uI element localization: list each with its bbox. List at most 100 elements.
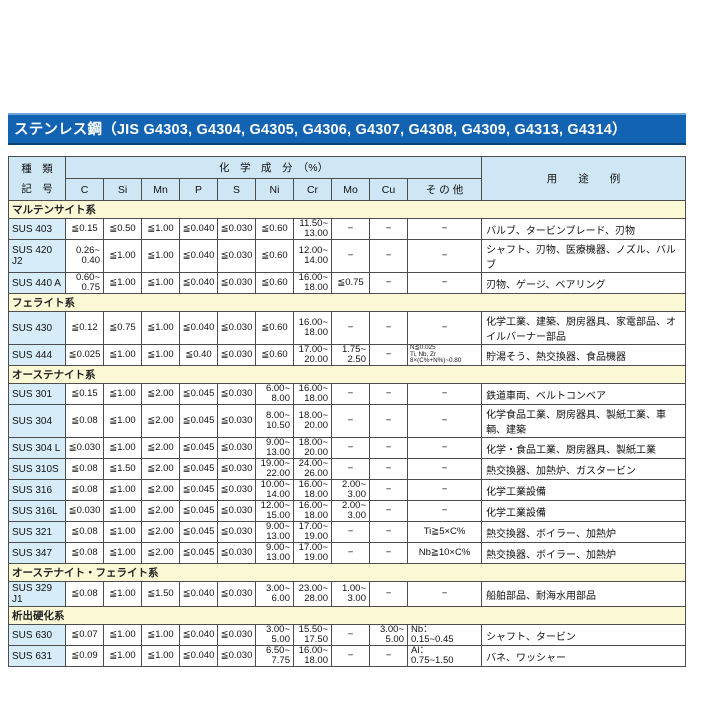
composition-cell: ≦0.12 [65,311,104,345]
composition-cell: Al： 0.75~1.50 [406,645,483,667]
composition-cell: ≦0.030 [217,311,256,345]
composition-cell: ≦0.08 [65,404,104,438]
composition-cell: − [369,521,408,543]
composition-cell: ≦0.030 [65,437,104,459]
section-title: オーステナイト・フェライト系 [8,563,686,582]
composition-cell: ≦1.00 [103,344,142,366]
usage-cell: バルブ、タービンブレード、刃物 [481,218,686,240]
composition-cell: ≦1.00 [103,479,142,501]
composition-cell: ≦1.00 [103,383,142,405]
composition-cell: ≦0.08 [65,458,104,480]
composition-cell: − [406,479,483,501]
composition-cell: Ti≧5×C% [406,521,483,543]
composition-cell: ≦0.60 [255,218,294,240]
composition-cell: 9.00~ 13.00 [255,542,294,564]
composition-cell: ≦0.045 [179,479,218,501]
composition-cell: ≦0.045 [179,542,218,564]
composition-cell: ≦1.00 [103,581,142,607]
col-header-grade: 種 類 記 号 [8,156,66,201]
composition-cell: ≦0.030 [217,645,256,667]
composition-cell: ≦0.030 [65,500,104,522]
composition-cell: − [406,239,483,273]
composition-cell: 17.00~ 20.00 [293,344,332,366]
usage-cell: 熱交換器、加熱炉、ガスタービン [481,458,686,480]
composition-cell: 16.00~ 18.00 [293,311,332,345]
composition-cell: Nb： 0.15~0.45 [406,624,483,646]
composition-cell: − [331,311,370,345]
document-page: ステンレス鋼（JIS G4303, G4304, G4305, G4306, G… [8,113,686,667]
composition-cell: − [369,500,408,522]
composition-cell: 16.00~ 18.00 [293,272,332,294]
grade-cell: SUS 304 [8,404,66,438]
composition-cell: ≦1.00 [141,344,180,366]
composition-cell: − [406,311,483,345]
composition-cell: 1.00~ 3.00 [331,581,370,607]
composition-cell: ≦0.045 [179,383,218,405]
composition-cell: 17.00~ 19.00 [293,542,332,564]
composition-cell: − [406,500,483,522]
composition-cell: 9.00~ 13.00 [255,437,294,459]
section-row: マルテンサイト系 [8,200,686,219]
composition-cell: ≦1.00 [103,500,142,522]
composition-cell: − [406,218,483,240]
composition-cell: ≦0.045 [179,458,218,480]
table-row: SUS 316 ≦0.08 ≦1.00 ≦2.00 ≦0.045 ≦0.030 10.00~… [8,479,686,501]
composition-cell: ≦1.00 [141,218,180,240]
composition-cell: − [369,239,408,273]
composition-cell: − [331,645,370,667]
composition-cell: − [331,218,370,240]
composition-cell: 2.00~ 3.00 [331,500,370,522]
usage-cell: 熱交換器、ボイラー、加熱炉 [481,521,686,543]
col-header-element-ni: Ni [255,178,294,201]
grade-cell: SUS 304 L [8,437,66,459]
composition-cell: 12.00~ 15.00 [255,500,294,522]
col-header-element-cu: Cu [369,178,408,201]
table-row: SUS 403 ≦0.15 ≦0.50 ≦1.00 ≦0.040 ≦0.030 ≦0.60 1… [8,218,686,240]
stainless-steel-spec-table: 種 類 記 号 化 学 成 分 （%） 用 途 例 C Si Mn P S Ni… [8,156,686,667]
col-header-composition: 化 学 成 分 （%） [64,156,483,179]
table-row: SUS 630 ≦0.07 ≦1.00 ≦1.00 ≦0.040 ≦0.030 3.00~ … [8,624,686,646]
composition-cell: − [369,311,408,345]
usage-cell: 刃物、ゲージ、ベアリング [481,272,686,294]
composition-cell: ≦0.15 [65,383,104,405]
composition-cell: ≦1.00 [103,272,142,294]
col-header-element-c: C [65,178,104,201]
section-title: 析出硬化系 [8,606,686,625]
composition-cell: − [369,404,408,438]
composition-cell: ≦1.00 [103,437,142,459]
composition-cell: − [331,521,370,543]
composition-cell: − [331,458,370,480]
composition-cell: 16.00~ 18.00 [293,479,332,501]
composition-cell: − [331,239,370,273]
col-header-element-mo: Mo [331,178,370,201]
composition-cell: ≦0.75 [331,272,370,294]
composition-cell: ≦1.50 [103,458,142,480]
composition-cell: ≦0.030 [217,500,256,522]
composition-cell: ≦0.030 [217,437,256,459]
composition-cell: ≦1.00 [141,272,180,294]
composition-cell: − [406,458,483,480]
grade-cell: SUS 329 J1 [8,581,66,607]
composition-cell: 1.75~ 2.50 [331,344,370,366]
col-header-element-other: そ の 他 [406,178,483,201]
table-row: SUS 329 J1 ≦0.08 ≦1.00 ≦1.50 ≦0.040 ≦0.030 3.0… [8,581,686,607]
composition-cell: ≦0.030 [217,344,256,366]
table-row: SUS 304 ≦0.08 ≦1.00 ≦2.00 ≦0.045 ≦0.030 8.00~ … [8,404,686,438]
usage-cell: 化学工業、建築、厨房器具、家電部品、オイルバーナー部品 [481,311,686,345]
grade-cell: SUS 316 [8,479,66,501]
composition-cell: ≦0.15 [65,218,104,240]
composition-cell: ≦1.00 [141,311,180,345]
table-body: マルテンサイト系 SUS 403 ≦0.15 ≦0.50 ≦1.00 ≦0.040 ≦0.0… [8,200,686,667]
section-row: 析出硬化系 [8,606,686,625]
composition-cell: 6.00~ 8.00 [255,383,294,405]
usage-cell: バネ、ワッシャー [481,645,686,667]
composition-cell: ≦0.030 [217,458,256,480]
composition-cell: − [369,344,408,366]
composition-cell: − [369,218,408,240]
composition-cell: 17.00~ 19.00 [293,521,332,543]
composition-cell: ≦0.60 [255,239,294,273]
composition-cell: 19.00~ 22.00 [255,458,294,480]
composition-cell: − [406,272,483,294]
composition-cell: ≦0.040 [179,311,218,345]
grade-cell: SUS 420 J2 [8,239,66,273]
